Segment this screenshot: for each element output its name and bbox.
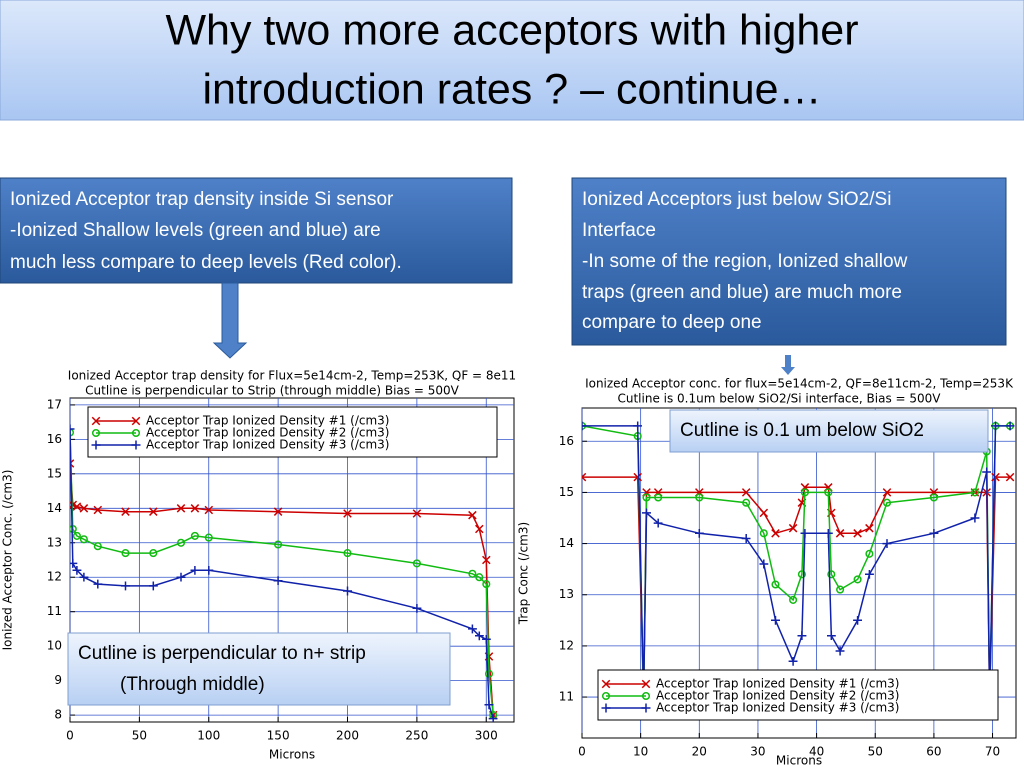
y-tick-label: 16 xyxy=(47,432,62,446)
x-tick-label: 250 xyxy=(405,729,428,743)
y-tick-label: 14 xyxy=(559,536,574,550)
y-tick-label: 15 xyxy=(47,466,62,480)
x-tick-label: 0 xyxy=(66,729,74,743)
x-tick-label: 200 xyxy=(336,729,359,743)
y-tick-label: 17 xyxy=(47,397,62,411)
y-tick-label: 13 xyxy=(47,535,62,549)
slide-title: introduction rates ? – continue… xyxy=(202,65,821,113)
annotation: Cutline is 0.1 um below SiO2 xyxy=(680,420,924,441)
chart-subtitle: Cutline is 0.1um below SiO2/Si interface… xyxy=(617,392,941,406)
x-tick-label: 60 xyxy=(926,745,941,759)
annotation-box xyxy=(669,409,989,453)
slide-title: Why two more acceptors with higher xyxy=(165,6,858,54)
x-axis-label: Microns xyxy=(269,748,315,762)
text-box xyxy=(0,177,513,284)
x-tick-label: 100 xyxy=(197,729,220,743)
legend-box xyxy=(87,406,498,458)
legend-label: Acceptor Trap Ionized Density #2 (/cm3) xyxy=(656,689,899,703)
legend-label: Acceptor Trap Ionized Density #1 (/cm3) xyxy=(146,414,389,428)
box-text: -Ionized Shallow levels (green and blue)… xyxy=(10,220,381,241)
series-line xyxy=(70,424,498,722)
y-tick-label: 9 xyxy=(54,673,62,687)
y-axis-label: Trap Conc (/cm3) xyxy=(517,522,531,625)
x-tick-label: 30 xyxy=(750,745,765,759)
series-line xyxy=(582,421,1015,702)
legend-label: Acceptor Trap Ionized Density #3 (/cm3) xyxy=(146,438,389,452)
x-tick-label: 40 xyxy=(809,745,824,759)
annotation: (Through middle) xyxy=(120,674,265,695)
arrow xyxy=(212,282,248,359)
y-tick-label: 14 xyxy=(47,501,62,515)
chart-title: Ionized Acceptor trap density for Flux=5… xyxy=(68,369,516,383)
x-tick-label: 20 xyxy=(692,745,707,759)
x-tick-label: 300 xyxy=(475,729,498,743)
y-tick-label: 11 xyxy=(559,690,574,704)
box-text: compare to deep one xyxy=(582,312,762,333)
y-tick-label: 13 xyxy=(559,587,574,601)
y-tick-label: 10 xyxy=(47,639,62,653)
box-text: Ionized Acceptor trap density inside Si … xyxy=(10,189,394,210)
x-tick-label: 0 xyxy=(578,745,586,759)
x-tick-label: 50 xyxy=(868,745,883,759)
y-tick-label: 15 xyxy=(559,485,574,499)
y-tick-label: 8 xyxy=(54,708,62,722)
y-tick-label: 11 xyxy=(47,604,62,618)
x-tick-label: 150 xyxy=(267,729,290,743)
legend-label: Acceptor Trap Ionized Density #1 (/cm3) xyxy=(656,677,899,691)
box-text: Ionized Acceptors just below SiO2/Si xyxy=(582,189,891,210)
y-tick-label: 12 xyxy=(47,570,62,584)
text-box xyxy=(571,177,1007,346)
box-text: much less compare to deep levels (Red co… xyxy=(10,252,402,273)
y-tick-label: 12 xyxy=(559,638,574,652)
y-axis-label: Ionized Acceptor Conc. (/cm3) xyxy=(1,470,15,651)
annotation: Cutline is perpendicular to n+ strip xyxy=(78,643,366,664)
annotation-box xyxy=(67,632,451,706)
box-text: traps (green and blue) are much more xyxy=(582,282,902,303)
chart-subtitle: Cutline is perpendicular to Strip (throu… xyxy=(85,384,459,398)
legend-label: Acceptor Trap Ionized Density #2 (/cm3) xyxy=(146,426,389,440)
x-tick-label: 70 xyxy=(985,745,1000,759)
x-axis-label: Microns xyxy=(776,754,822,768)
chart-title: Ionized Acceptor conc. for flux=5e14cm-2… xyxy=(585,377,1014,391)
x-tick-label: 10 xyxy=(633,745,648,759)
y-tick-label: 16 xyxy=(559,434,574,448)
legend-label: Acceptor Trap Ionized Density #3 (/cm3) xyxy=(656,701,899,715)
box-text: Interface xyxy=(582,220,656,241)
legend-box xyxy=(597,669,999,721)
arrow xyxy=(781,355,795,375)
title-band xyxy=(0,0,1024,121)
x-tick-label: 50 xyxy=(132,729,147,743)
box-text: -In some of the region, Ionized shallow xyxy=(582,251,908,272)
